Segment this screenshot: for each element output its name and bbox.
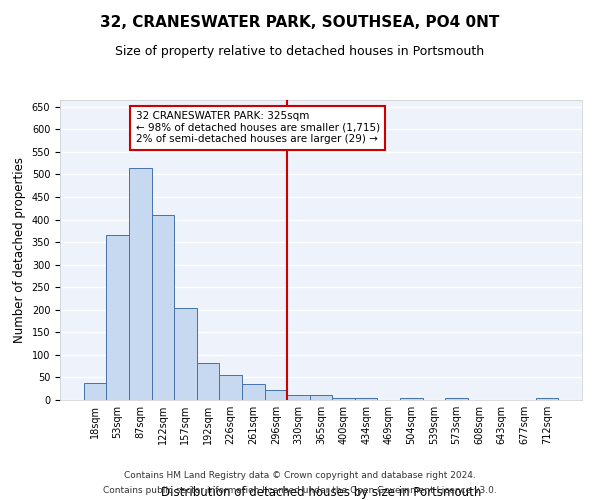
Bar (332, 398, 355, 400)
Bar (152, 215, 174, 400)
Bar (355, 398, 377, 400)
Bar (84, 384, 106, 400)
Bar (400, 398, 422, 400)
Bar (287, 394, 310, 400)
Bar (310, 396, 332, 400)
Text: 32 CRANESWATER PARK: 325sqm
← 98% of detached houses are smaller (1,715)
2% of s: 32 CRANESWATER PARK: 325sqm ← 98% of det… (136, 112, 380, 144)
Y-axis label: Number of detached properties: Number of detached properties (13, 157, 26, 343)
Bar (445, 398, 468, 400)
Text: Contains public sector information licensed under the Open Government Licence v3: Contains public sector information licen… (103, 486, 497, 495)
Bar (174, 308, 197, 400)
Bar (265, 390, 287, 400)
Text: 32, CRANESWATER PARK, SOUTHSEA, PO4 0NT: 32, CRANESWATER PARK, SOUTHSEA, PO4 0NT (100, 15, 500, 30)
Text: Size of property relative to detached houses in Portsmouth: Size of property relative to detached ho… (115, 45, 485, 58)
Bar (197, 362, 220, 400)
Bar (220, 375, 242, 400)
Bar (536, 398, 558, 400)
Bar (129, 168, 152, 400)
Bar (106, 236, 129, 400)
Text: Contains HM Land Registry data © Crown copyright and database right 2024.: Contains HM Land Registry data © Crown c… (124, 471, 476, 480)
X-axis label: Distribution of detached houses by size in Portsmouth: Distribution of detached houses by size … (161, 486, 481, 499)
Bar (242, 384, 265, 400)
